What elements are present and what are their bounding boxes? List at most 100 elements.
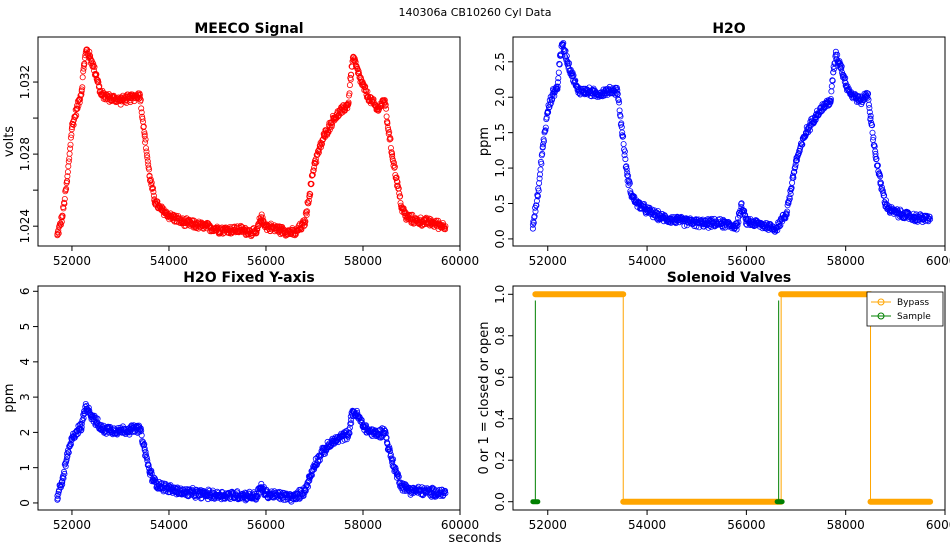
data-point [350,53,357,60]
y-tick-label: 0.6 [493,368,507,387]
data-point [413,487,420,494]
data-point [308,180,315,187]
x-tick-label: 56000 [727,518,765,532]
data-point [389,457,396,464]
data-point [882,197,889,204]
data-point [838,63,845,70]
data-point [532,208,539,215]
data-point [143,455,150,462]
data-point [137,428,144,435]
data-point [69,121,76,128]
data-point [872,150,879,157]
data-point [341,436,348,443]
data-point [65,163,72,170]
data-point [837,62,844,69]
data-point [738,203,745,210]
data-point [734,222,741,229]
data-point [321,446,328,453]
data-point [136,425,143,432]
data-point [802,133,809,140]
data-point [556,60,563,67]
data-point [799,141,806,148]
data-point [616,107,623,114]
data-point [143,148,150,155]
data-point [554,83,561,90]
x-tick-label: 60000 [926,254,950,268]
data-point [382,428,389,435]
data-point [878,179,885,186]
data-point [78,424,85,431]
data-point [59,481,66,488]
data-point [783,211,790,218]
data-point [406,212,413,219]
data-point [88,57,95,64]
data-point [542,127,549,134]
y-tick-label: 1 [18,464,32,472]
y-tick-label: 2 [18,429,32,437]
data-point [557,51,564,58]
data-point [387,135,394,142]
data-point [698,220,705,227]
data-point [306,475,313,482]
data-point [83,402,90,409]
y-tick-label: 1.5 [493,123,507,142]
data-point [783,211,790,218]
legend: Bypass Sample [866,291,944,327]
data-point [361,84,368,91]
data-point [393,471,400,478]
data-point [857,97,864,104]
data-point [566,60,573,67]
data-point [74,105,81,112]
data-point [117,97,124,104]
data-point [641,200,648,207]
data-point [659,214,666,221]
data-point [165,212,172,219]
data-point [145,462,152,469]
data-point [156,205,163,212]
data-point [832,48,839,55]
data-point [316,145,323,152]
data-point [874,162,881,169]
data-point [347,76,354,83]
data-point [238,492,245,499]
data-point [81,61,88,68]
legend-label-sample: Sample [897,312,931,322]
y-tick-label: 3 [18,393,32,401]
panel-1: MEECO Signal volts 52000 54000 56000 58000 600… [2,21,479,268]
data-point [359,422,366,429]
data-point [555,69,562,76]
data-point [60,475,67,482]
data-point [869,129,876,136]
series-bypass [532,291,934,505]
data-point [394,179,401,186]
data-point [127,95,134,102]
data-point [138,427,145,434]
data-point [146,468,153,475]
data-series [529,40,934,235]
data-point [61,470,68,477]
data-point [836,58,843,65]
data-point [827,97,834,104]
data-point [321,450,328,457]
y-tick-label: 2.5 [493,52,507,71]
data-point [374,106,381,113]
data-point [359,82,366,89]
data-point [733,223,740,230]
data-point [389,153,396,160]
data-point [622,156,629,163]
data-point [777,222,784,229]
data-point [277,226,284,233]
data-point [72,106,79,113]
data-point [383,113,390,120]
data-point [136,91,143,98]
data-point [321,133,328,140]
data-point [393,178,400,185]
data-point [311,160,318,167]
data-point [927,216,934,223]
data-point [865,90,872,97]
data-point [148,181,155,188]
data-point [81,408,88,415]
y-tick-label: 0.0 [493,492,507,511]
data-point [396,190,403,197]
data-point [615,97,622,104]
